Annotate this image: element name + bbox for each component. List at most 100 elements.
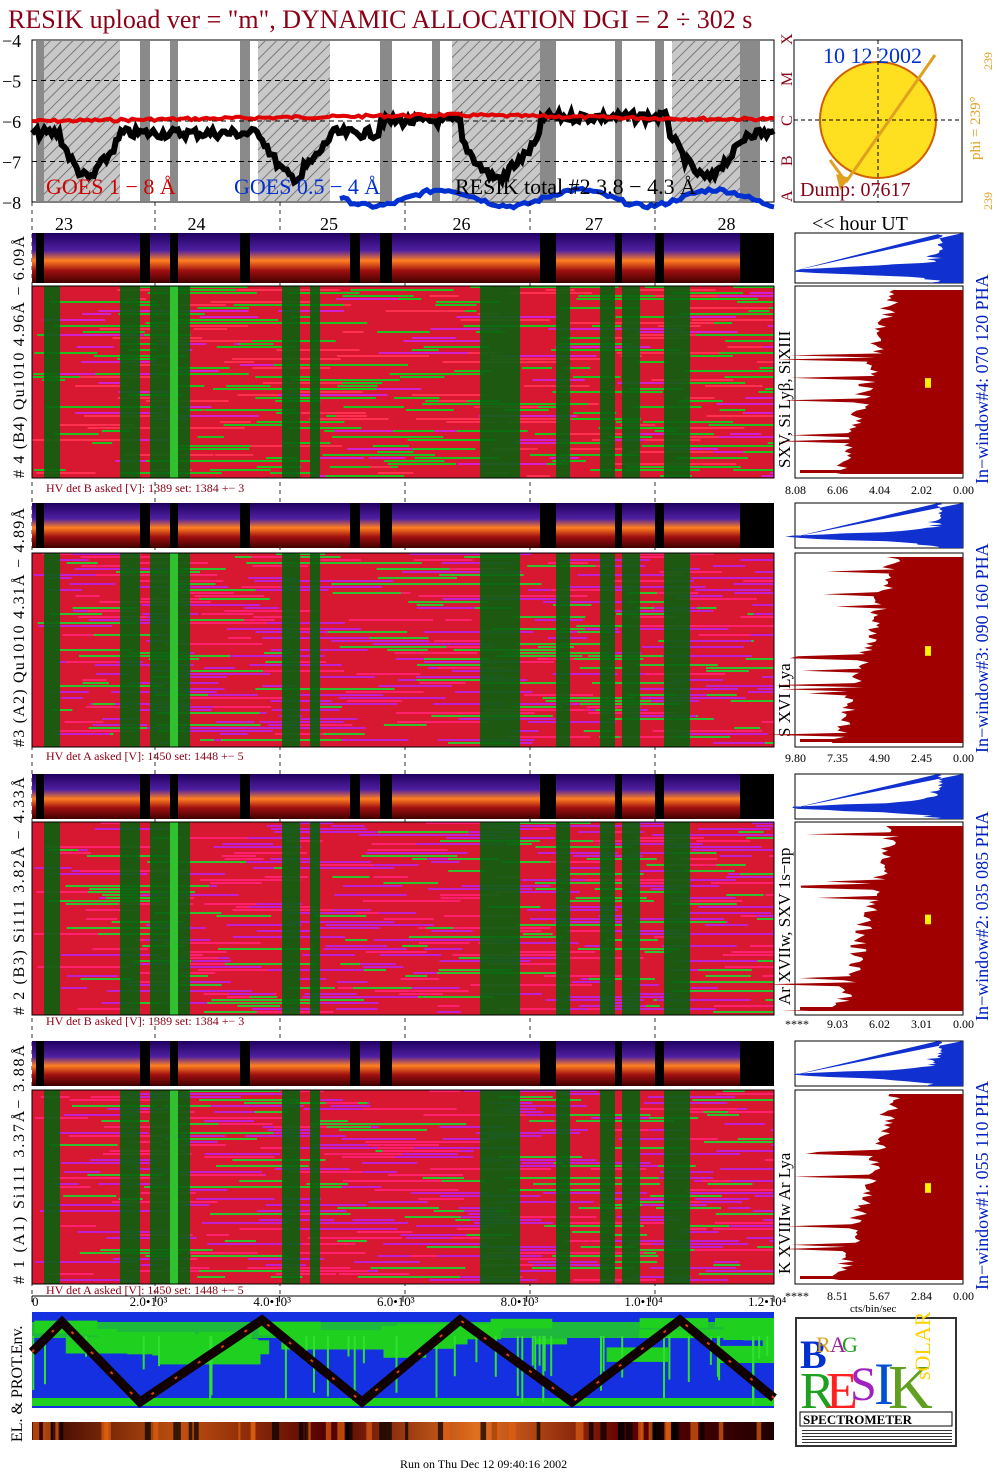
hour-label: 23 (55, 214, 73, 234)
svg-text:B: B (800, 1332, 827, 1377)
svg-text:R: R (800, 1363, 835, 1420)
line-spectrum (764, 557, 963, 743)
flare-class-letters: X M C B A (779, 33, 796, 202)
goes-y-tick: −4 (2, 31, 21, 51)
pha-distribution (795, 233, 963, 283)
hour-label: 28 (718, 214, 736, 234)
hv-status: HV det B asked [V]: 1389 set: 1384 +− 3 (46, 481, 244, 495)
in-window-label: In−window#1: 055 110 PHA (972, 1081, 992, 1290)
hour-axis: << hour UT 23 24 25 26 27 28 (31, 202, 908, 1296)
spectrum-tick: **** (785, 1289, 809, 1303)
pha-distribution (793, 1041, 963, 1086)
pha-strip (32, 1041, 774, 1086)
phi-label: phi = 239° (968, 96, 984, 160)
bottom-strip (32, 1422, 774, 1440)
spectrum-tick: 8.08 (785, 483, 806, 497)
legend-goes-1-8: GOES 1 − 8 Å (46, 174, 176, 199)
phi-arrow (844, 54, 937, 183)
svg-text:I: I (874, 1351, 894, 1417)
channels: # 4 (B4) Qu1010 4.96Å − 6.09Å SXV, Si Lyβ… (10, 232, 992, 1303)
channel-left-label: # 4 (B4) Qu1010 4.96Å − 6.09Å (10, 236, 28, 478)
in-window-label: In−window#2: 035 085 PHA (972, 811, 992, 1021)
flare-class-letter: C (779, 115, 796, 126)
hv-status: HV det A asked [V]: 1450 set: 1448 +− 5 (46, 749, 244, 763)
flare-class-letter: M (779, 72, 796, 86)
goes-panel: −4 −5 −6 −7 −8 X M C B A GOES 1 − 8 Å GOES 0.5 −… (2, 31, 796, 213)
page-title: RESIK upload ver = "m", DYNAMIC ALLOCATI… (8, 5, 752, 34)
hv-status: HV det A asked [V]: 1450 set: 1448 +− 5 (46, 1283, 244, 1297)
svg-text:K: K (888, 1354, 933, 1422)
spectrogram (32, 1090, 774, 1284)
line-id-label: SXV, Si Lyβ, SiXIII (775, 330, 794, 468)
channel-ch2: # 2 (B3) Si111 3.82Å − 4.33Å Ar XVIIw, SX… (10, 773, 992, 1031)
spectrum-tick: 9.80 (785, 751, 806, 765)
goes-y-ticks: −4 −5 −6 −7 −8 (2, 31, 21, 213)
count-axis-label: 0 (32, 1294, 39, 1309)
spectrum-tick: 4.90 (869, 751, 890, 765)
dump-number: Dump: 07617 (800, 179, 911, 201)
pha-strip (32, 774, 774, 819)
count-axis-label: 4.0•10³ (253, 1294, 291, 1309)
pha-distribution (792, 774, 963, 819)
count-axis-label: 8.0•10³ (501, 1294, 539, 1309)
env-panel: EL. & PROT.Env. (9, 1312, 777, 1442)
svg-text:R: R (816, 1332, 831, 1357)
count-axis-label: 1.2•10⁴ (748, 1294, 787, 1309)
hour-label: 24 (188, 214, 206, 234)
spectrum-tick: 0.00 (953, 751, 974, 765)
spectrum-tick: 4.04 (869, 483, 890, 497)
count-unit: cts/bin/sec (850, 1303, 897, 1315)
pha-strip (32, 503, 774, 548)
count-axis-label: 6.0•10³ (377, 1294, 415, 1309)
spectrum-tick: 2.02 (911, 483, 932, 497)
env-label: EL. & PROT.Env. (9, 1326, 26, 1442)
hour-label: 25 (320, 214, 338, 234)
goes-05-4-line (339, 185, 775, 211)
spectrum-tick: 6.02 (869, 1017, 890, 1031)
in-window-label: In−window#4: 070 120 PHA (972, 274, 992, 484)
in-window-label: In−window#3: 090 160 PHA (972, 543, 992, 753)
channel-left-label: # 1 (A1) Si111 3.37Å− 3.88Å (10, 1045, 28, 1284)
window-marker (925, 914, 931, 925)
goes-y-tick: −7 (2, 153, 21, 173)
line-id-label: S XVI Lya (775, 663, 794, 737)
phi-small: 239 (981, 52, 995, 70)
sun-date: 10 12 2002 (823, 43, 922, 68)
hour-label: 26 (453, 214, 471, 234)
line-spectrum (783, 1094, 963, 1280)
spectrum-tick: 6.06 (827, 483, 848, 497)
hv-status: HV det B asked [V]: 1389 set: 1384 +− 3 (46, 1014, 244, 1028)
channel-left-label: # 2 (B3) Si111 3.82Å − 4.33Å (10, 777, 28, 1015)
footer-run-time: Run on Thu Dec 12 09:40:16 2002 (400, 1457, 567, 1471)
channel-left-label: #3 (A2) Qu1010 4.31Å − 4.89Å (10, 508, 28, 747)
channel-ch1: # 1 (A1) Si111 3.37Å− 3.88Å K XVIIIw Ar L… (10, 1040, 992, 1303)
svg-text:E: E (826, 1363, 858, 1420)
goes-1-8-line (31, 111, 775, 125)
line-id-label: K XVIIIw Ar Lya (775, 1152, 794, 1274)
svg-text:A: A (830, 1332, 846, 1357)
pha-distribution (785, 503, 963, 548)
flare-class-letter: X (779, 33, 796, 45)
spectrum-tick: **** (785, 1017, 809, 1031)
window-marker (925, 646, 931, 656)
line-spectrum (776, 290, 963, 474)
spectrum-tick: 0.00 (953, 1017, 974, 1031)
line-id-label: Ar XVIIw, SXV 1s−np (775, 848, 794, 1005)
flare-class-letter: A (779, 190, 796, 202)
window-marker (925, 1183, 931, 1193)
channel-ch4: # 4 (B4) Qu1010 4.96Å − 6.09Å SXV, Si Lyβ… (10, 232, 992, 497)
svg-text:G: G (842, 1332, 858, 1357)
count-axis: cts/bin/sec 0 2.0•10³ 4.0•10³ 6.0•10³ 8.0•10³… (31, 1294, 897, 1315)
sun-panel: 10 12 2002 Dump: 07617 phi = 239° 239 23… (793, 39, 995, 210)
spectrum-tick: 0.00 (953, 1289, 974, 1303)
flare-class-letter: B (779, 155, 796, 166)
resik-logo: B R A G R E S I K sOLAR SPECTROMETER (795, 1311, 957, 1447)
spectrum-tick: 2.45 (911, 751, 932, 765)
count-axis-label: 2.0•10³ (130, 1294, 168, 1309)
svg-text:S: S (850, 1358, 877, 1411)
svg-text:sOLAR: sOLAR (910, 1311, 935, 1380)
orbit-track (28, 1314, 777, 1408)
goes-y-tick: −6 (2, 112, 21, 132)
spectrum-tick: 0.00 (953, 483, 974, 497)
